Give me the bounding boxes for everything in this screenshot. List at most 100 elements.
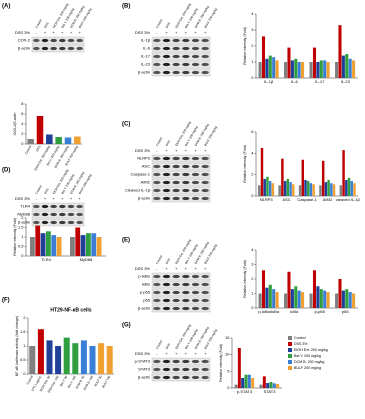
bar (27, 139, 34, 144)
protein-label: β-actin (18, 220, 30, 225)
blot-band (76, 220, 83, 225)
blot-strip (151, 272, 211, 281)
panel-label: (B) (122, 4, 130, 10)
protein-label: Caspase-1 (131, 172, 151, 177)
protein-label: AIM2 (141, 180, 151, 185)
blot-band (201, 274, 209, 279)
blot-strip (151, 194, 211, 203)
y-tick-label: 10 (225, 352, 230, 357)
blot-band (191, 46, 200, 51)
protein-label: NLRP3 (137, 156, 151, 161)
blot-band (162, 54, 171, 59)
blot-band (153, 54, 161, 59)
bar (271, 183, 275, 196)
treatment-sign: + (194, 30, 197, 35)
blot-band (67, 46, 75, 51)
bar (63, 337, 70, 374)
treatment-sign: - (156, 266, 158, 271)
y-axis-label: COX-2/β-actin (13, 113, 17, 136)
lane-label: Control (34, 184, 42, 195)
blot-band (191, 156, 200, 161)
blot-band (162, 306, 171, 311)
y-tick-label: 4 (21, 121, 24, 126)
bar (304, 180, 307, 196)
blot-band (76, 46, 83, 51)
blot-band (41, 46, 49, 51)
bar (347, 177, 351, 196)
bar (312, 184, 315, 196)
blot-band (153, 38, 161, 43)
bar (316, 286, 320, 308)
protein-label: β-actin (138, 196, 150, 201)
bar (265, 287, 269, 308)
blot-band (191, 196, 200, 201)
treatment-label: DSS 3% (135, 148, 151, 153)
bar (287, 271, 291, 308)
y-tick-label: 6 (251, 129, 254, 134)
y-tick-label: 3 (251, 262, 254, 267)
y-tick-label: 8 (21, 101, 24, 106)
y-tick-label: 6 (21, 111, 24, 116)
blot-band (201, 188, 209, 193)
bar (244, 374, 248, 388)
x-tick-label: p-STAT3 (237, 389, 253, 394)
blot-strip (151, 365, 211, 374)
bar (91, 233, 97, 256)
blot-strip (151, 170, 211, 179)
bar (96, 237, 102, 256)
bar (46, 134, 53, 144)
bar (259, 384, 263, 388)
blot-band (59, 46, 66, 51)
legend-swatch (288, 342, 292, 346)
blot-band (191, 70, 200, 75)
y-tick-label: 4 (251, 11, 254, 16)
treatment-sign: + (175, 148, 178, 153)
blot-band (59, 220, 66, 225)
protein-label: β-actin (138, 306, 150, 311)
x-tick-label: DCM B. 100 (82, 375, 94, 391)
x-tick-label: AIM2 (323, 197, 333, 202)
x-tick-label: STAT3 (264, 389, 277, 394)
treatment-sign: + (204, 148, 207, 153)
bar (294, 286, 298, 308)
lane-label: DSS (165, 22, 172, 29)
bar (258, 185, 261, 196)
bar (268, 55, 272, 78)
treatment-sign: - (156, 148, 158, 153)
blot-band (162, 290, 171, 295)
blot-band (162, 375, 171, 380)
blot-band (59, 204, 66, 209)
bar (260, 148, 264, 196)
bar (64, 137, 72, 144)
treatment-sign: + (194, 148, 197, 153)
treatment-sign: + (204, 266, 207, 271)
blot-band (153, 62, 161, 67)
blot-band (172, 54, 180, 59)
lane-label: Control (155, 136, 163, 147)
blot-band (182, 359, 190, 364)
bar (72, 343, 79, 374)
treatment-sign: + (204, 30, 207, 35)
bar (266, 176, 269, 196)
blot-band (172, 196, 180, 201)
blot-strip (151, 154, 211, 163)
bar (269, 382, 273, 388)
blot-strip (151, 178, 211, 187)
blot-band (76, 38, 83, 43)
x-tick-label: NLRP3 (260, 197, 274, 202)
legend-swatch (288, 360, 292, 364)
y-axis-label: NF-κB luciferase activity (fold change) (15, 316, 19, 377)
blot-band (201, 196, 209, 201)
y-axis-label: Relative intensity (Fold) (219, 344, 223, 382)
bar (106, 346, 113, 374)
bar (316, 62, 320, 78)
blot-band (191, 38, 200, 43)
treatment-sign: + (61, 30, 64, 35)
bar (278, 185, 281, 196)
treatment-sign: + (175, 266, 178, 271)
protein-label: p-p65 (140, 290, 151, 295)
treatment-sign: + (194, 351, 197, 356)
bar (348, 58, 352, 78)
blot-band (153, 290, 161, 295)
blot-band (191, 54, 200, 59)
